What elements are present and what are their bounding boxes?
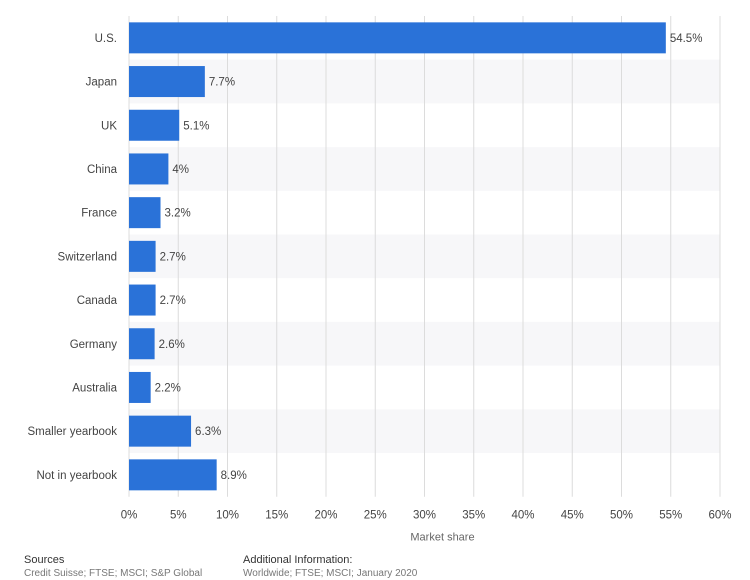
category-label: France (81, 208, 117, 220)
x-tick-label: 20% (314, 510, 337, 522)
x-tick-label: 50% (610, 510, 633, 522)
x-tick-label: 45% (561, 510, 584, 522)
x-tick-label: 5% (170, 510, 187, 522)
bar-chart: U.S. 54.5% Japan 7.7% UK 5.1% China 4% France 3.2… (28, 16, 732, 544)
data-label: 5.1% (183, 120, 209, 132)
data-label: 8.9% (221, 470, 247, 482)
x-tick-label: 35% (462, 510, 485, 522)
bar (129, 240, 156, 272)
sources-title: Sources (24, 554, 65, 566)
x-tick-label: 15% (265, 510, 288, 522)
category-label: Not in yearbook (36, 470, 117, 482)
data-label: 2.7% (160, 295, 186, 307)
x-axis-title: Market share (410, 532, 474, 544)
x-tick-label: 55% (659, 510, 682, 522)
bar (129, 109, 180, 141)
bar (129, 371, 151, 403)
data-label: 2.2% (155, 382, 181, 394)
data-label: 4% (172, 164, 189, 176)
category-label: Australia (72, 382, 117, 394)
x-tick-label: 0% (121, 510, 138, 522)
bar (129, 197, 161, 229)
chart-area: U.S. 54.5% Japan 7.7% UK 5.1% China 4% France 3.2… (28, 16, 732, 544)
sources-block: Sources Credit Suisse; FTSE; MSCI; S&P G… (24, 554, 202, 580)
category-label: Switzerland (58, 251, 117, 263)
x-tick-label: 25% (364, 510, 387, 522)
x-tick-label: 10% (216, 510, 239, 522)
category-label: Germany (70, 339, 118, 351)
data-label: 54.5% (670, 33, 703, 45)
bar (129, 66, 205, 98)
data-label: 6.3% (195, 426, 221, 438)
bar (129, 22, 666, 54)
bar (129, 153, 169, 185)
data-label: 3.2% (165, 208, 191, 220)
bar (129, 284, 156, 316)
x-tick-label: 30% (413, 510, 436, 522)
category-label: UK (101, 120, 117, 132)
additional-info-text: Worldwide; FTSE; MSCI; January 2020 (243, 568, 418, 579)
sources-text: Credit Suisse; FTSE; MSCI; S&P Global (24, 568, 203, 579)
category-label: Smaller yearbook (28, 426, 118, 438)
category-label: China (87, 164, 118, 176)
bar (129, 328, 155, 360)
category-label: Japan (86, 77, 117, 89)
data-label: 7.7% (209, 77, 235, 89)
data-label: 2.7% (160, 251, 186, 263)
additional-info-block: Additional Information: Worldwide; FTSE;… (243, 554, 417, 580)
additional-info-title: Additional Information: (243, 554, 353, 566)
x-tick-label: 60% (708, 510, 731, 522)
category-label: U.S. (95, 33, 117, 45)
category-label: Canada (77, 295, 118, 307)
x-tick-label: 40% (511, 510, 534, 522)
bar (129, 415, 192, 447)
bar (129, 459, 217, 491)
data-label: 2.6% (159, 339, 185, 351)
